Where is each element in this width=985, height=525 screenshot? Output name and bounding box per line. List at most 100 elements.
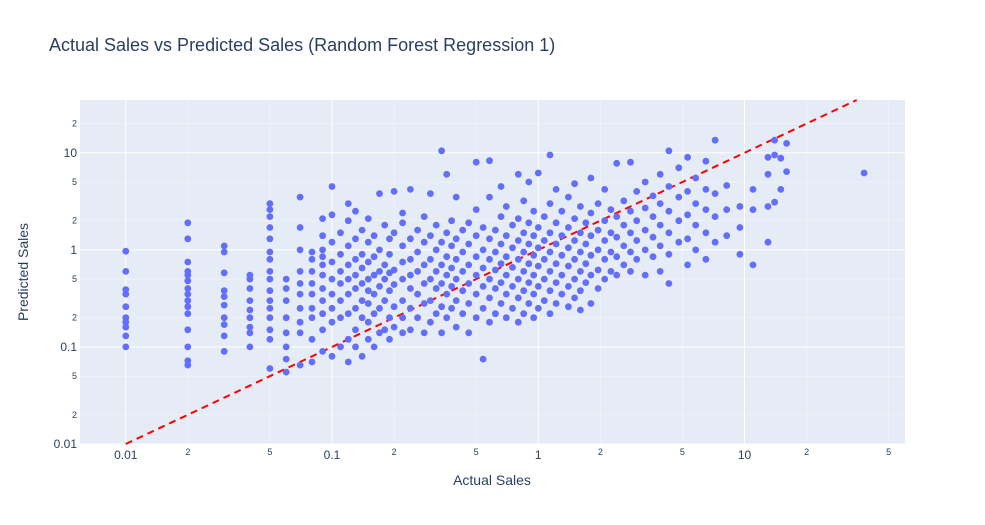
- data-point: [376, 283, 383, 290]
- data-point: [337, 268, 344, 275]
- data-point: [502, 314, 510, 322]
- data-point: [459, 310, 467, 318]
- data-point: [594, 246, 602, 254]
- data-point: [613, 233, 621, 241]
- data-point: [399, 209, 406, 217]
- data-point: [777, 154, 785, 162]
- data-point: [266, 287, 274, 295]
- data-point: [414, 248, 421, 256]
- data-point: [459, 226, 467, 234]
- y-tick-label: 5: [72, 274, 77, 284]
- data-point: [220, 248, 228, 256]
- data-point: [358, 314, 366, 322]
- data-point: [390, 266, 398, 274]
- data-point: [443, 314, 451, 322]
- data-point: [448, 217, 455, 225]
- data-point: [783, 140, 790, 147]
- data-point: [492, 266, 499, 274]
- data-point: [509, 264, 516, 271]
- data-point: [344, 358, 352, 366]
- data-point: [656, 170, 664, 178]
- data-point: [633, 237, 641, 244]
- data-point: [479, 246, 487, 254]
- data-point: [525, 279, 533, 286]
- data-point: [530, 314, 538, 322]
- data-point: [607, 268, 615, 275]
- data-point: [319, 310, 326, 318]
- data-point: [122, 286, 130, 293]
- data-point: [684, 153, 691, 161]
- data-point: [266, 268, 274, 275]
- data-point: [266, 304, 274, 312]
- data-point: [479, 264, 487, 272]
- data-point: [358, 250, 366, 258]
- data-point: [558, 232, 566, 240]
- data-point: [184, 219, 192, 227]
- data-point: [296, 193, 304, 201]
- data-point: [184, 310, 192, 318]
- data-point: [627, 158, 634, 166]
- data-point: [656, 200, 664, 208]
- data-point: [764, 238, 772, 246]
- data-point: [266, 297, 274, 304]
- data-point: [376, 304, 383, 312]
- data-point: [656, 242, 664, 250]
- data-point: [420, 329, 428, 337]
- data-point: [337, 280, 344, 287]
- data-point: [282, 343, 290, 351]
- data-point: [337, 229, 344, 237]
- data-point: [452, 193, 460, 201]
- data-point: [282, 355, 290, 363]
- data-point: [546, 287, 554, 295]
- data-point: [502, 271, 510, 279]
- data-point: [764, 170, 772, 178]
- data-point: [514, 170, 522, 178]
- data-point: [427, 318, 434, 326]
- data-point: [601, 217, 609, 225]
- data-point: [386, 335, 393, 343]
- data-point: [344, 335, 352, 343]
- data-point: [641, 178, 649, 186]
- data-point: [399, 275, 406, 283]
- data-point: [783, 168, 790, 176]
- data-point: [438, 329, 445, 337]
- data-point: [308, 268, 316, 275]
- data-point: [364, 215, 372, 223]
- data-point: [364, 335, 372, 343]
- data-point: [530, 290, 538, 298]
- data-point: [376, 246, 383, 254]
- data-point: [607, 229, 615, 237]
- data-point: [220, 301, 228, 309]
- data-point: [620, 221, 628, 229]
- data-point: [601, 237, 609, 244]
- data-point: [711, 238, 719, 246]
- data-point: [399, 258, 406, 266]
- data-point: [723, 206, 731, 214]
- data-point: [452, 255, 460, 263]
- data-point: [390, 229, 398, 237]
- data-point: [266, 235, 274, 243]
- y-tick-label: 0.01: [54, 437, 78, 451]
- data-point: [530, 232, 538, 240]
- data-point: [749, 206, 757, 214]
- data-point: [702, 186, 710, 193]
- data-point: [246, 285, 254, 292]
- data-point: [266, 326, 274, 334]
- data-point: [675, 164, 683, 172]
- data-point: [381, 326, 389, 334]
- data-point: [452, 275, 460, 283]
- data-point: [711, 136, 719, 144]
- data-point: [427, 255, 434, 263]
- data-point: [364, 275, 372, 283]
- data-point: [443, 290, 451, 298]
- data-point: [540, 213, 548, 221]
- data-point: [525, 219, 533, 227]
- data-point: [540, 237, 548, 244]
- data-point: [675, 238, 683, 246]
- data-point: [665, 250, 673, 258]
- data-point: [546, 268, 554, 275]
- data-point: [472, 158, 480, 166]
- data-point: [702, 229, 710, 237]
- data-point: [184, 343, 192, 351]
- data-point: [665, 280, 673, 287]
